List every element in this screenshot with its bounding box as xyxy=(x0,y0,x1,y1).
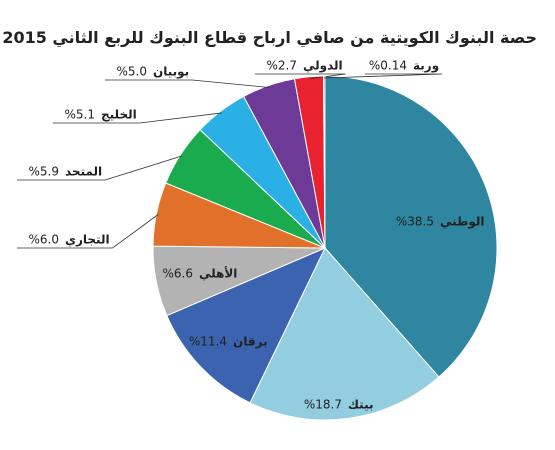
slice-category-label: الوطني xyxy=(440,215,484,230)
chart-title: حصة البنوك الكويتية من صافي ارباح قطاع ا… xyxy=(2,28,537,47)
slice-value-label: %2.7 xyxy=(267,59,298,73)
leader-line xyxy=(53,112,222,124)
slice-category-label: التجاري xyxy=(65,233,110,247)
slice-category-label: الدولي xyxy=(303,59,343,74)
slice-category-label: الأهلي xyxy=(199,266,237,281)
leader-line xyxy=(17,155,183,181)
leader-line xyxy=(17,214,159,249)
slice-category-label: وربة xyxy=(413,59,439,74)
slice-value-label: %5.0 xyxy=(117,65,148,79)
slice-value-label: %6.6 xyxy=(163,267,194,281)
slice-value-label: %11.4 xyxy=(189,335,227,349)
slice-value-label: %5.1 xyxy=(65,108,96,122)
pie-slice xyxy=(166,247,327,404)
leader-line xyxy=(105,79,270,88)
slice-category-label: الخليج xyxy=(101,108,137,122)
pie-slice xyxy=(324,75,498,378)
leader-line xyxy=(255,73,346,80)
slice-category-label: المتحد xyxy=(65,165,102,179)
slice-value-label: %18.7 xyxy=(304,398,342,412)
slice-value-label: %6.0 xyxy=(29,233,60,247)
slice-category-label: برقان xyxy=(233,335,268,349)
slice-category-label: بيتك xyxy=(348,398,373,412)
pie-slice xyxy=(249,247,440,421)
leader-line xyxy=(324,73,443,79)
slice-value-label: %0.14 xyxy=(369,59,407,73)
slice-value-label: %38.5 xyxy=(396,215,434,229)
slice-value-label: %5.9 xyxy=(29,165,60,179)
slice-category-label: بوبيان xyxy=(153,65,189,80)
pie-slice xyxy=(322,75,326,249)
